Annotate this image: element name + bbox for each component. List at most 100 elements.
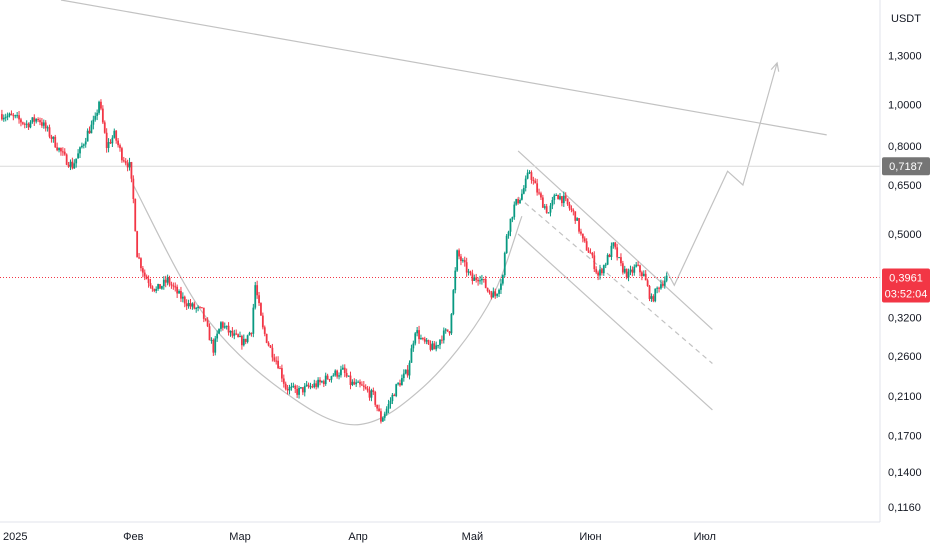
candle [353,378,356,386]
candle [505,233,508,254]
candle [77,149,79,159]
candle [503,251,506,278]
candle [376,404,379,412]
candle [206,317,209,328]
candle [33,114,36,126]
candle [81,142,83,149]
candle [212,338,215,356]
candle [334,369,337,377]
candle [524,175,527,192]
candle [602,264,605,276]
candle [580,228,582,236]
candle [355,379,358,387]
candle [44,120,47,132]
candle [252,303,255,338]
candle [122,156,125,163]
price-axis[interactable]: USDT 1,3000 1,0000 0,8000 0,6500 0,5000 0,320… [888,13,922,514]
candle [8,112,11,118]
candle [501,274,504,286]
candle [336,369,339,379]
candle [665,272,668,283]
candle [608,253,611,258]
candle [570,205,573,213]
candle [284,381,287,391]
time-tick-label: Июл [694,531,716,543]
candle [71,157,74,170]
candle [644,270,647,281]
candle [52,136,55,143]
candle [46,125,49,132]
candle [467,268,470,276]
candle [201,307,203,309]
candle [12,112,15,121]
candle [321,380,323,384]
candle [101,105,104,124]
candle [562,191,565,207]
price-tick-label: 0,2600 [888,351,922,363]
candle [254,281,257,310]
candle [75,158,78,168]
candle [606,253,609,266]
candle [294,384,297,394]
candle [614,241,617,250]
current-price-badge [882,268,930,303]
candle [58,147,60,153]
candle [277,356,279,370]
candle [663,276,666,289]
candle [225,325,228,330]
price-tick-label: 1,3000 [888,51,922,63]
candle [601,268,603,276]
candle [498,288,500,298]
candle [517,197,519,205]
price-tick-label: 0,3200 [888,312,922,324]
candle [519,199,521,204]
candle [119,143,121,152]
candle [543,203,546,210]
time-tick-label: 2025 [3,531,27,543]
candle [595,266,598,275]
candle [604,262,607,269]
candle [286,384,289,395]
candle [227,322,230,336]
candle [389,397,392,409]
candle [261,312,264,330]
candle [235,329,238,336]
candle [574,211,577,224]
candle [298,385,300,399]
candle [484,275,487,289]
candle [250,332,253,337]
candle [452,288,455,316]
candle [199,306,201,309]
candle [621,260,624,275]
candle [322,379,325,388]
candle [431,340,434,351]
candle [500,279,502,295]
candle [441,335,443,344]
candle [290,382,293,391]
candle [145,274,148,280]
candle [425,338,428,345]
time-axis[interactable]: 2025 Фев Мар Апр Май Июн Июл [3,531,716,543]
candle [176,284,179,298]
price-tick-label: 0,5000 [888,229,922,241]
candle [641,270,643,281]
candle [383,411,386,421]
candle [625,268,628,280]
candle [61,147,64,156]
candle [1,109,3,121]
candle [541,194,544,208]
candle [332,373,335,377]
candle [465,257,468,277]
candle [530,170,533,184]
candle [507,230,510,239]
candle [10,110,13,116]
candle [471,269,474,285]
candle [271,343,274,362]
candle [65,153,68,166]
candle [246,334,249,344]
candle [214,335,217,356]
candle [656,286,659,294]
candle [288,384,291,395]
candle [50,134,53,143]
